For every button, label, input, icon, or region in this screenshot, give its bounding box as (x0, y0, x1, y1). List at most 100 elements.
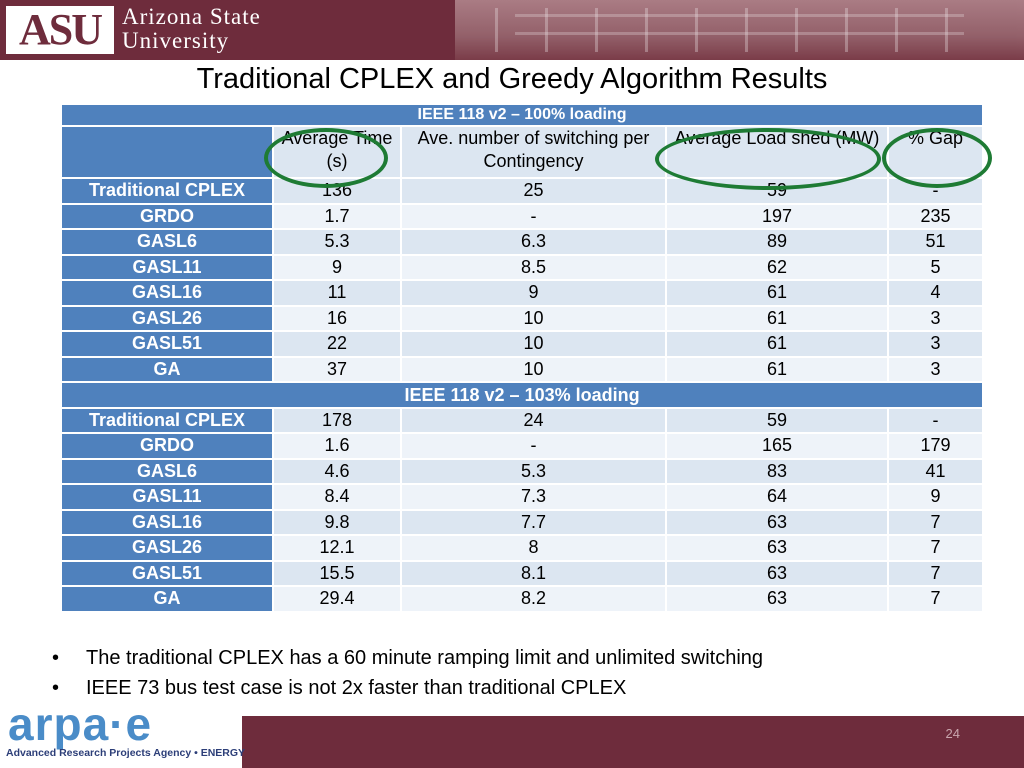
row-label: GASL16 (60, 508, 274, 536)
bullet-dot-icon: • (52, 647, 60, 669)
header-building-photo (455, 0, 1024, 60)
row-label: GRDO (60, 202, 274, 230)
asu-logo: ASU Arizona State University (0, 0, 312, 60)
table-row: Traditional CPLEX 136 25 59- (60, 177, 985, 205)
table-cell: 16 (272, 304, 402, 332)
bullet-item: • The traditional CPLEX has a 60 minute r… (50, 644, 990, 674)
table-cell: 5.3 (272, 228, 402, 256)
university-name-line1: Arizona State (122, 4, 261, 29)
row-label: GA (60, 585, 274, 613)
bullet-text: The traditional CPLEX has a 60 minute ra… (86, 647, 764, 669)
bullet-text: IEEE 73 bus test case is not 2x faster t… (86, 677, 627, 699)
row-label: Traditional CPLEX (60, 177, 274, 205)
table-cell: 63 (665, 585, 889, 613)
table-cell: - (886, 177, 985, 205)
table-cell: 24 (400, 406, 667, 434)
page-number: 24 (945, 726, 960, 741)
table-cell: 8.1 (400, 559, 667, 587)
row-label: GASL26 (60, 534, 274, 562)
bullet-item: • IEEE 73 bus test case is not 2x faster … (50, 674, 990, 704)
row-label: GASL51 (60, 559, 274, 587)
table-cell: 7 (886, 534, 985, 562)
column-header-row: Average Time (s) Ave. number of switchin… (60, 125, 985, 179)
table-cell: 8.4 (272, 483, 402, 511)
university-name-line2: University (122, 28, 230, 53)
table-cell: 25 (400, 177, 667, 205)
table-cell: 8.2 (400, 585, 667, 613)
table-cell: 7 (886, 508, 985, 536)
table-cell: 83 (665, 457, 889, 485)
table-cell: 59 (665, 406, 889, 434)
section-title: IEEE 118 v2 – 103% loading (59, 381, 985, 409)
table-cell: 8 (400, 534, 667, 562)
header-band: ASU Arizona State University (0, 0, 1024, 60)
table-cell: 9.8 (272, 508, 402, 536)
bullet-list: • The traditional CPLEX has a 60 minute r… (50, 644, 990, 704)
table-cell: 10 (400, 355, 667, 383)
table-cell: 8.5 (400, 253, 667, 281)
table-cell: 1.6 (272, 432, 402, 460)
section-header-row: IEEE 118 v2 – 100% loading (59, 103, 985, 127)
table-row: GASL51 22 10 61 3 (60, 330, 985, 358)
table-row: GASL6 4.6 5.3 83 41 (60, 457, 985, 485)
table-row: GASL11 8.4 7.3 64 9 (60, 483, 985, 511)
table-cell: 61 (665, 330, 889, 358)
table-cell: 3 (886, 330, 985, 358)
table-cell: 10 (400, 304, 667, 332)
column-header: Average Load shed (MW) (665, 125, 889, 179)
table-cell: 1.7 (272, 202, 402, 230)
table-cell: 7.3 (400, 483, 667, 511)
table-cell: 51 (886, 228, 985, 256)
table-cell: 41 (886, 457, 985, 485)
table-cell: 6.3 (400, 228, 667, 256)
table-cell: 4.6 (272, 457, 402, 485)
table-cell: 10 (400, 330, 667, 358)
table-cell: 63 (665, 534, 889, 562)
table-row: GA 29.4 8.2 63 7 (60, 585, 985, 613)
table-cell: 29.4 (272, 585, 402, 613)
table-cell: 11 (272, 279, 402, 307)
asu-logo-mark: ASU (6, 6, 114, 54)
table-row: GASL16 9.8 7.7 63 7 (60, 508, 985, 536)
table-cell: 7 (886, 559, 985, 587)
table-row: GASL26 16 10 61 3 (60, 304, 985, 332)
table-cell: 165 (665, 432, 889, 460)
table-cell: 3 (886, 304, 985, 332)
table-cell: 15.5 (272, 559, 402, 587)
row-label: GRDO (60, 432, 274, 460)
table-cell: 197 (665, 202, 889, 230)
table-cell: 178 (272, 406, 402, 434)
table-cell: - (400, 202, 667, 230)
table-row: GA 37 10 61 3 (60, 355, 985, 383)
column-header: Average Time (s) (272, 125, 402, 179)
column-header: % Gap (886, 125, 985, 179)
table-cell: 89 (665, 228, 889, 256)
arpa-e-logo: arpa·e Advanced Research Projects Agency… (0, 697, 245, 768)
table-cell: 61 (665, 304, 889, 332)
row-label: GASL26 (60, 304, 274, 332)
table-cell: 22 (272, 330, 402, 358)
arpa-e-wordmark: arpa·e (8, 698, 153, 750)
table-cell: 9 (272, 253, 402, 281)
table-cell: 5 (886, 253, 985, 281)
table-row: GASL26 12.1 8 63 7 (60, 534, 985, 562)
table-cell: 5.3 (400, 457, 667, 485)
table-row: GRDO 1.7-197 235 (60, 202, 985, 230)
column-header-empty (60, 125, 274, 179)
table-cell: 61 (665, 355, 889, 383)
row-label: GASL6 (60, 457, 274, 485)
table-cell: 136 (272, 177, 402, 205)
table-cell: 7 (886, 585, 985, 613)
table-row: GRDO 1.6-165 179 (60, 432, 985, 460)
table-row: GASL51 15.5 8.1 63 7 (60, 559, 985, 587)
table-cell: 37 (272, 355, 402, 383)
bullet-dot-icon: • (52, 677, 60, 699)
table-cell: 63 (665, 508, 889, 536)
row-label: Traditional CPLEX (60, 406, 274, 434)
table-cell: - (400, 432, 667, 460)
table-row: GASL16 11 9 61 4 (60, 279, 985, 307)
section-header-row: IEEE 118 v2 – 103% loading (59, 381, 985, 409)
table-row: GASL11 9 8.5 62 5 (60, 253, 985, 281)
row-label: GASL16 (60, 279, 274, 307)
table-cell: 12.1 (272, 534, 402, 562)
